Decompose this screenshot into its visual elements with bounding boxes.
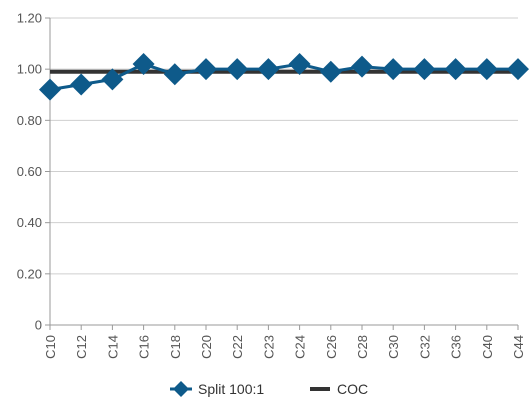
legend-label-coc: COC bbox=[337, 381, 368, 397]
y-tick-label: 0.60 bbox=[17, 164, 42, 179]
data-point-split bbox=[444, 58, 467, 81]
y-tick-label: 0.40 bbox=[17, 215, 42, 230]
x-tick-label: C22 bbox=[230, 335, 245, 359]
axes bbox=[45, 17, 519, 330]
data-point-split bbox=[288, 53, 311, 76]
y-tick-label: 0 bbox=[35, 318, 42, 333]
x-axis-ticks: C10 C12 C14 C16 C18 C20 C22 C23 C24 C26 C28 C30 C32 C… bbox=[43, 335, 526, 359]
x-tick-label: C28 bbox=[355, 335, 370, 359]
data-point-split bbox=[226, 58, 249, 81]
x-tick-label: C10 bbox=[43, 335, 58, 359]
legend-label-split: Split 100:1 bbox=[198, 381, 264, 397]
data-point-split bbox=[475, 58, 498, 81]
data-point-split bbox=[39, 78, 61, 101]
x-tick-label: C30 bbox=[386, 335, 401, 359]
x-tick-label: C14 bbox=[105, 335, 120, 359]
y-tick-label: 1.00 bbox=[17, 62, 42, 77]
data-point-split bbox=[70, 73, 93, 96]
x-tick-label: C18 bbox=[168, 335, 183, 359]
x-tick-label: C24 bbox=[293, 335, 308, 359]
legend-diamond-icon bbox=[173, 381, 189, 397]
x-tick-label: C32 bbox=[417, 335, 432, 359]
x-tick-label: C26 bbox=[324, 335, 339, 359]
y-tick-label: 1.20 bbox=[17, 11, 42, 26]
y-tick-label: 0.80 bbox=[17, 113, 42, 128]
data-point-split bbox=[351, 55, 373, 78]
x-tick-label: C44 bbox=[511, 335, 526, 359]
gridlines bbox=[50, 17, 518, 275]
data-point-split bbox=[101, 68, 124, 91]
data-point-split bbox=[132, 53, 155, 76]
y-tick-label: 0.20 bbox=[17, 266, 42, 281]
data-point-split bbox=[413, 58, 436, 81]
x-tick-label: C40 bbox=[480, 335, 495, 359]
data-point-split bbox=[195, 58, 217, 81]
x-tick-label: C16 bbox=[137, 335, 152, 359]
x-tick-label: C12 bbox=[74, 335, 89, 359]
data-point-split bbox=[257, 58, 280, 81]
x-tick-label: C36 bbox=[449, 335, 464, 359]
data-point-split bbox=[163, 63, 186, 86]
series bbox=[39, 53, 529, 101]
x-tick-label: C20 bbox=[199, 335, 214, 359]
series-line-split bbox=[49, 62, 518, 92]
data-point-split bbox=[382, 58, 405, 81]
legend: Split 100:1 COC bbox=[170, 381, 368, 397]
y-axis-ticks: 0 0.20 0.40 0.60 0.80 1.00 1.20 bbox=[17, 11, 42, 333]
data-point-split bbox=[319, 60, 342, 83]
x-tick-label: C23 bbox=[261, 335, 276, 359]
data-point-split bbox=[507, 58, 529, 81]
